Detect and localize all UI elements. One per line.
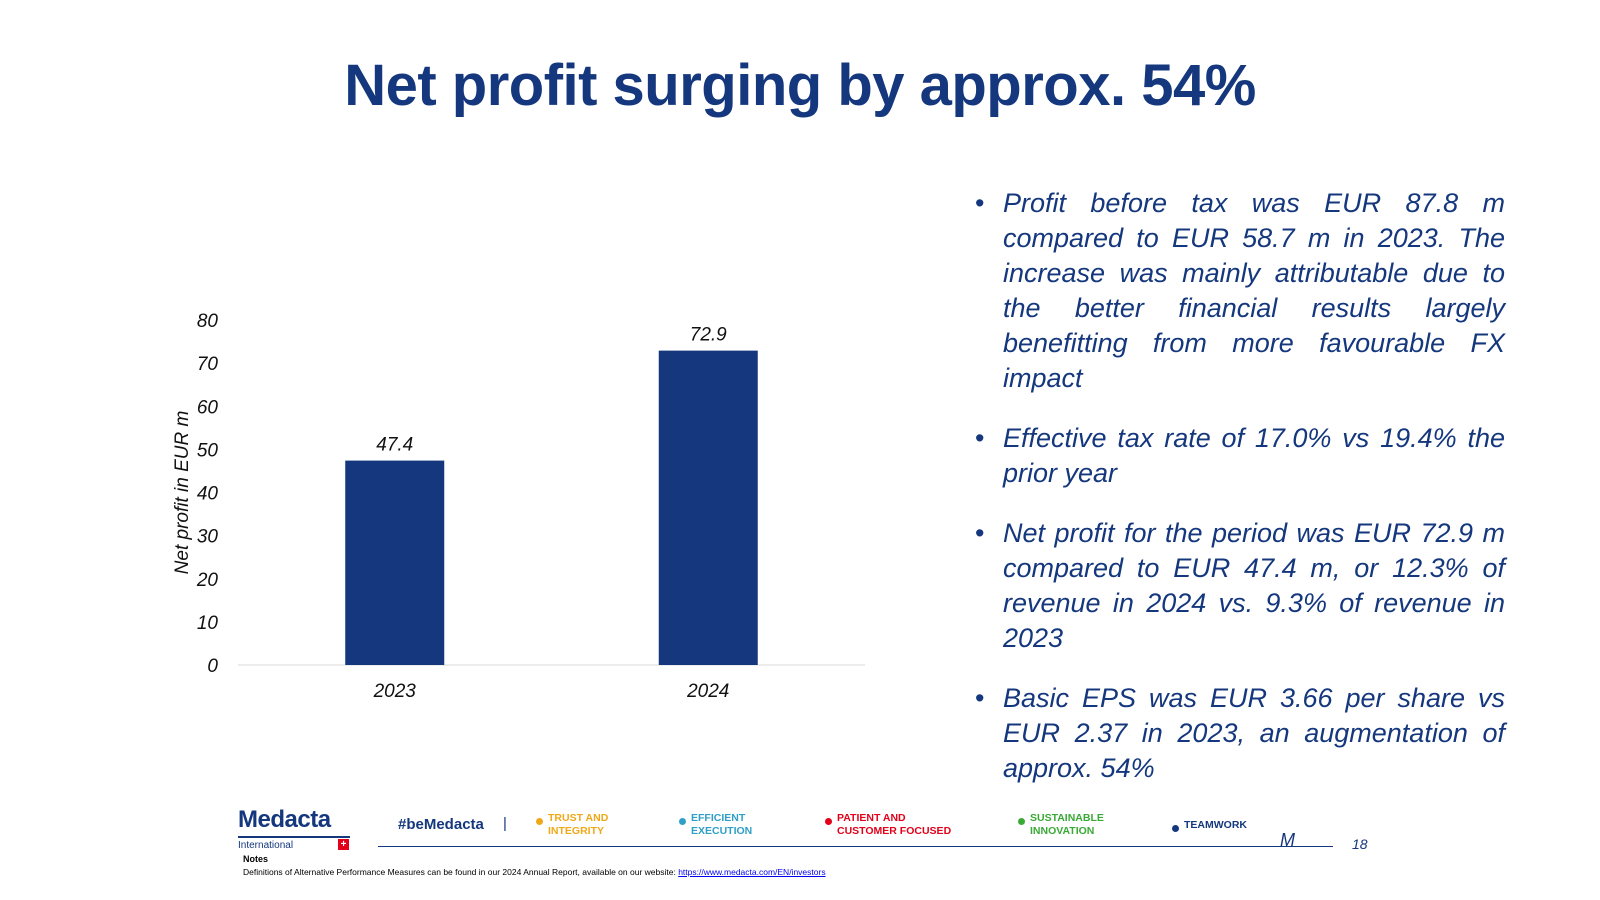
footer-separator: | [503,815,507,832]
slide-footer: Medacta International + #beMedacta | TRU… [0,800,1600,900]
y-tick-label: 0 [207,656,218,677]
swiss-flag-icon: + [338,839,349,850]
y-tick-label: 70 [197,354,219,375]
value-dot-icon [1018,818,1025,825]
y-tick-label: 30 [197,527,219,548]
bullet-dot: • [975,188,985,218]
value-line1: EFFICIENT [691,812,746,824]
bullet-item: • Effective tax rate of 17.0% vs 19.4% th… [975,421,1505,491]
value-efficient: EFFICIENT EXECUTION [679,812,753,838]
y-axis-label: Net profit in EUR m [172,411,193,575]
y-tick-label: 40 [197,484,219,505]
x-tick-label: 2024 [686,681,729,702]
value-line1: SUSTAINABLE [1030,812,1104,824]
value-trust: TRUST AND INTEGRITY [536,812,609,838]
bullet-dot: • [975,518,985,548]
footer-rule [378,846,1333,847]
notes-body: Definitions of Alternative Performance M… [243,867,679,877]
bullet-dot: • [975,423,985,453]
bullet-text: Profit before tax was EUR 87.8 m compare… [1003,188,1505,393]
value-dot-icon [825,818,832,825]
bullet-text: Effective tax rate of 17.0% vs 19.4% the… [1003,423,1505,488]
y-tick-label: 50 [197,440,219,461]
x-tick-label: 2023 [373,681,417,702]
net-profit-bar-chart: 0 10 20 30 40 50 60 70 80 Net profit in EUR m 47.4… [172,311,865,702]
value-dot-icon [536,818,543,825]
bar-2023 [345,460,445,665]
investors-link[interactable]: https://www.medacta.com/EN/investors [678,867,826,877]
y-tick-label: 10 [197,613,219,634]
bullet-list: • Profit before tax was EUR 87.8 m compar… [975,186,1505,811]
value-line2: INTEGRITY [548,825,605,837]
slide-title: Net profit surging by approx. 54% [344,53,1256,118]
data-label: 72.9 [690,325,727,346]
notes-label: Notes [243,854,269,864]
value-line2: CUSTOMER FOCUSED [837,825,952,837]
hashtag: #beMedacta [398,816,484,833]
notes-text: Definitions of Alternative Performance M… [243,867,826,877]
value-dot-icon [679,818,686,825]
value-line1: TRUST AND [548,812,609,824]
page-number: 18 [1352,836,1368,852]
bullet-item: • Basic EPS was EUR 3.66 per share vs EUR… [975,681,1505,786]
medacta-mark-icon: M [1280,830,1295,850]
value-line1: TEAMWORK [1184,819,1247,831]
y-tick-label: 20 [196,570,219,591]
bullet-item: • Net profit for the period was EUR 72.9 … [975,516,1505,656]
logo-wordmark: Medacta [238,806,331,833]
bullet-text: Basic EPS was EUR 3.66 per share vs EUR … [1003,683,1505,783]
bar-2024 [658,350,758,665]
logo-subtitle: International [238,840,294,851]
value-dot-icon [1172,825,1179,832]
value-teamwork: TEAMWORK [1172,819,1247,832]
bullet-item: • Profit before tax was EUR 87.8 m compar… [975,186,1505,396]
value-line2: INNOVATION [1030,825,1095,837]
bullet-dot: • [975,683,985,713]
logo-underline [238,836,350,838]
value-sustainable: SUSTAINABLE INNOVATION [1018,812,1104,838]
bullet-text: Net profit for the period was EUR 72.9 m… [1003,518,1505,653]
value-patient: PATIENT AND CUSTOMER FOCUSED [825,812,952,838]
medacta-logo: Medacta International + [238,806,350,851]
y-tick-label: 80 [197,311,219,332]
y-tick-label: 60 [197,397,219,418]
value-line1: PATIENT AND [837,812,906,824]
data-label: 47.4 [376,435,413,456]
value-line2: EXECUTION [691,825,753,837]
